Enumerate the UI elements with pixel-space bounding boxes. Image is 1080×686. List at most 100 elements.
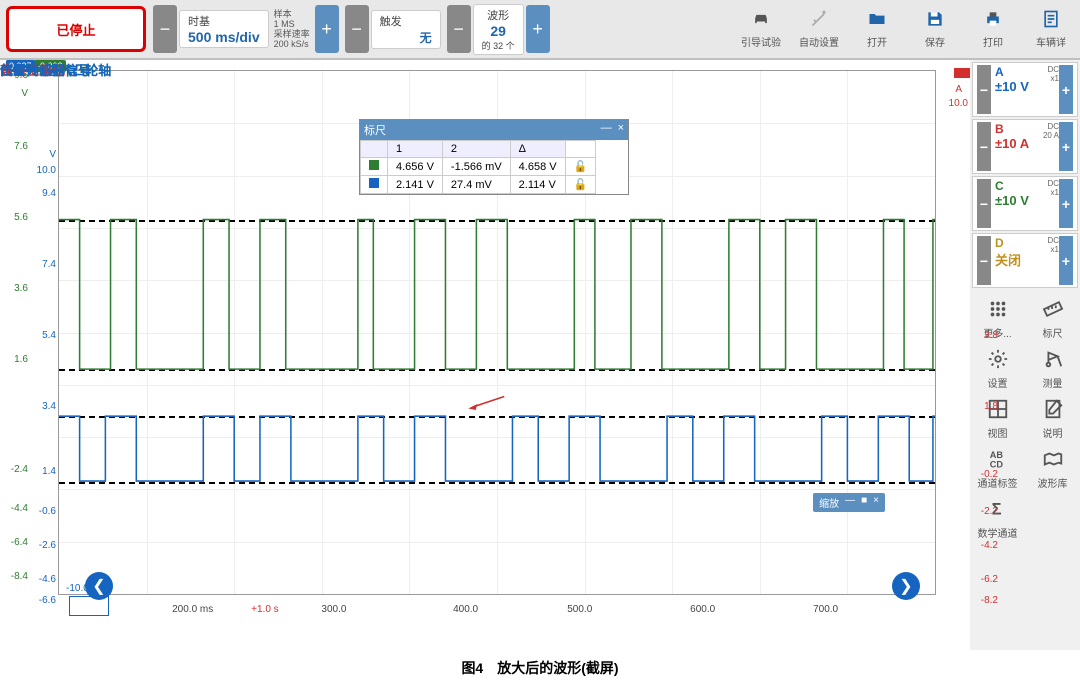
details-icon bbox=[1039, 9, 1063, 32]
car-icon bbox=[749, 9, 773, 32]
wand-icon bbox=[807, 9, 831, 32]
axis-tick: -6.4 bbox=[0, 537, 28, 548]
timebase-minus[interactable]: − bbox=[153, 5, 177, 53]
axis-tick: -4.4 bbox=[0, 503, 28, 514]
axis-tick: 3.4 bbox=[28, 401, 56, 412]
axis-tick: -2.4 bbox=[0, 464, 28, 475]
timebase-label: 时基 bbox=[188, 13, 260, 29]
axis-tick: 9.4 bbox=[28, 188, 56, 199]
channel-a[interactable]: − A ±10 V DCx1 + bbox=[972, 62, 1078, 117]
trigger-label: 触发 bbox=[380, 13, 402, 29]
trigger-info[interactable]: 触发 无 bbox=[371, 10, 441, 49]
x-axis-tick: 600.0 bbox=[690, 604, 715, 615]
trigger-value: 无 bbox=[420, 29, 432, 46]
axis-tick: V bbox=[0, 88, 28, 99]
settings-icon bbox=[987, 348, 1009, 373]
channel-letter: C bbox=[995, 179, 1055, 193]
channel-plus[interactable]: + bbox=[1059, 236, 1073, 285]
timebase-value: 500 ms/div bbox=[188, 29, 260, 45]
axis-tick: -8.2 bbox=[970, 595, 998, 606]
x-axis-tick: 300.0 bbox=[321, 604, 346, 615]
ruler-minimize-icon[interactable]: — bbox=[601, 122, 612, 138]
waveform-minus[interactable]: − bbox=[447, 5, 471, 53]
channel-c[interactable]: − C ±10 V DCx1 + bbox=[972, 176, 1078, 231]
toolbar-icons: 引导试验自动设置打开保存打印车辆详 bbox=[732, 0, 1080, 58]
stopped-button[interactable]: 已停止 bbox=[6, 6, 146, 52]
nav-next-button[interactable]: ❯ bbox=[892, 572, 920, 600]
channel-d[interactable]: − D 关闭 DCx1 + bbox=[972, 233, 1078, 288]
ruler-panel[interactable]: 标尺 — × 12Δ4.656 V-1.566 mV4.658 V🔓2.141 … bbox=[359, 119, 629, 195]
channel-minus[interactable]: − bbox=[977, 122, 991, 171]
x-axis: 200.0 ms+1.0 s300.0400.0500.0600.0700.0 bbox=[58, 604, 936, 620]
math-button[interactable]: Σ数学通道 bbox=[970, 494, 1025, 544]
wand-button[interactable]: 自动设置 bbox=[790, 0, 848, 58]
measure-icon bbox=[1042, 348, 1064, 373]
axis-tick: -2.2 bbox=[970, 506, 998, 517]
print-icon bbox=[981, 9, 1005, 32]
right-panel: − A ±10 V DCx1 +− B ±10 A DC20 A +− C ±1… bbox=[970, 60, 1080, 650]
waveform-plus[interactable]: + bbox=[526, 5, 550, 53]
ruler-close-icon[interactable]: × bbox=[618, 122, 624, 138]
channel-letter: A bbox=[995, 65, 1055, 79]
svg-text:CD: CD bbox=[989, 459, 1003, 469]
zoom-rect-icon[interactable]: ■ bbox=[861, 495, 867, 510]
timebase-info[interactable]: 时基 500 ms/div bbox=[179, 10, 269, 48]
notes-button[interactable]: 说明 bbox=[1025, 394, 1080, 444]
channel-plus[interactable]: + bbox=[1059, 65, 1073, 114]
plot-area[interactable]: 标尺 — × 12Δ4.656 V-1.566 mV4.658 V🔓2.141 … bbox=[58, 70, 936, 595]
ruler-icon bbox=[1042, 298, 1064, 323]
axis-tick: 5.6 bbox=[0, 212, 28, 223]
zoom-toolbar[interactable]: 缩放 — ■ × bbox=[813, 493, 885, 512]
marker-a-icon bbox=[954, 68, 970, 78]
channel-range: 关闭 bbox=[995, 250, 1055, 269]
x-axis-tick: 700.0 bbox=[813, 604, 838, 615]
waveform-group: − 波形 29 的 32 个 + bbox=[446, 0, 551, 58]
waveform-info[interactable]: 波形 29 的 32 个 bbox=[473, 4, 524, 55]
axis-tick: 10.0 bbox=[28, 165, 56, 176]
timebase-plus[interactable]: + bbox=[315, 5, 339, 53]
timebase-group: − 时基 500 ms/div 样本 1 MS 采样速率 200 kS/s + bbox=[152, 0, 340, 58]
annotation-label: 位置传感器信号 bbox=[0, 60, 91, 79]
channel-plus[interactable]: + bbox=[1059, 179, 1073, 228]
measure-button[interactable]: 测量 bbox=[1025, 344, 1080, 394]
top-toolbar: 已停止 − 时基 500 ms/div 样本 1 MS 采样速率 200 kS/… bbox=[0, 0, 1080, 60]
car-button[interactable]: 引导试验 bbox=[732, 0, 790, 58]
channel-mode: DCx1 bbox=[1047, 65, 1059, 83]
arrow-icon bbox=[462, 395, 512, 410]
channel-mode: DCx1 bbox=[1047, 179, 1059, 197]
settings-button[interactable]: 设置 bbox=[970, 344, 1025, 394]
axis-tick: 7.4 bbox=[28, 259, 56, 270]
channel-b[interactable]: − B ±10 A DC20 A + bbox=[972, 119, 1078, 174]
channel-minus[interactable]: − bbox=[977, 65, 991, 114]
channel-minus[interactable]: − bbox=[977, 179, 991, 228]
trigger-minus[interactable]: − bbox=[345, 5, 369, 53]
axis-tick: -2.6 bbox=[28, 540, 56, 551]
zoom-minimize-icon[interactable]: — bbox=[845, 495, 855, 510]
nav-prev-button[interactable]: ❮ bbox=[85, 572, 113, 600]
trigger-group: − 触发 无 bbox=[344, 0, 442, 58]
notes-icon bbox=[1042, 398, 1064, 423]
zoom-label: 缩放 bbox=[819, 495, 839, 510]
sample-info: 样本 1 MS 采样速率 200 kS/s bbox=[270, 7, 314, 51]
save-button[interactable]: 保存 bbox=[906, 0, 964, 58]
details-button[interactable]: 车辆详 bbox=[1022, 0, 1080, 58]
channel-minus[interactable]: − bbox=[977, 236, 991, 285]
channel-mode: DC20 A bbox=[1043, 122, 1059, 140]
axis-tick: -4.2 bbox=[970, 540, 998, 551]
ruler-button[interactable]: 标尺 bbox=[1025, 294, 1080, 344]
channel-plus[interactable]: + bbox=[1059, 122, 1073, 171]
axis-tick: 5.4 bbox=[28, 330, 56, 341]
axis-tick: -0.6 bbox=[28, 506, 56, 517]
axis-tick: -8.4 bbox=[0, 571, 28, 582]
x-axis-tick: 500.0 bbox=[567, 604, 592, 615]
print-button[interactable]: 打印 bbox=[964, 0, 1022, 58]
zoom-close-icon[interactable]: × bbox=[873, 495, 879, 510]
axis-tick: -0.2 bbox=[970, 469, 998, 480]
ruler-title: 标尺 bbox=[364, 122, 386, 138]
more-icon bbox=[987, 298, 1009, 323]
save-icon bbox=[923, 9, 947, 32]
wavelib-button[interactable]: 波形库 bbox=[1025, 444, 1080, 494]
axis-tick: -6.6 bbox=[28, 595, 56, 606]
axis-tick: 3.6 bbox=[0, 283, 28, 294]
folder-button[interactable]: 打开 bbox=[848, 0, 906, 58]
